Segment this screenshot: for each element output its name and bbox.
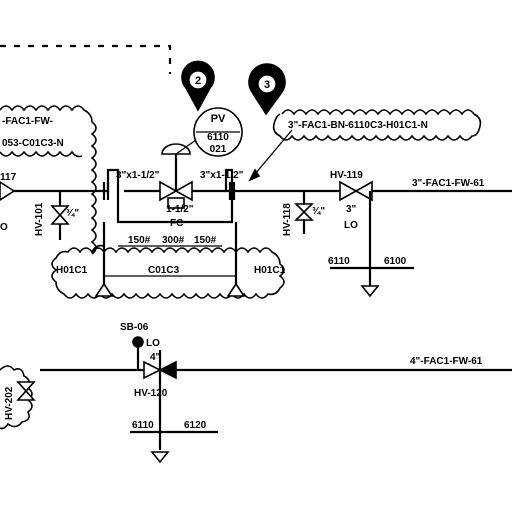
drain-valve-hv101[interactable] (50, 191, 70, 240)
spec-label-mid: C01C3 (148, 265, 180, 276)
lo-label-hv119: LO (344, 220, 358, 231)
spec-label-left: H01C1 (56, 265, 88, 276)
revision-cloud-left (0, 105, 97, 255)
node-label-6100: 6100 (384, 256, 407, 267)
line-label-top-left: -FAC1-FW- (2, 116, 53, 127)
valve-hv202[interactable] (16, 381, 36, 401)
dim-label-a: 150# (128, 235, 151, 246)
pv-sub-label: 021 (210, 144, 227, 155)
tag-label-hv101: HV-101 (34, 202, 45, 236)
revision-cloud-top-right (272, 109, 482, 141)
callout-marker-3-label: 3 (264, 79, 270, 91)
node-label-6110a: 6110 (328, 256, 350, 267)
reducer-label-right: 3"x1-1/2" (200, 170, 244, 181)
node-label-6110b: 6110 (132, 420, 154, 431)
signal-line (0, 44, 172, 74)
size-label-3: 3" (346, 204, 357, 215)
valve-hv120[interactable] (130, 336, 218, 464)
valve-size-label: 1-1/2" (166, 204, 194, 215)
callout-marker-3 (248, 63, 286, 116)
spec-label-right: H01C1 (254, 265, 286, 276)
drain-valve-hv118[interactable] (294, 191, 314, 234)
size-label-4: 4" (150, 352, 161, 363)
node-label-6120: 6120 (184, 420, 207, 431)
dim-label-b: 300# (162, 235, 185, 246)
callout-marker-2 (181, 60, 215, 112)
sb-label: SB-06 (120, 322, 149, 333)
tag-label-hv119: HV-119 (330, 170, 363, 181)
tag-label-117: 117 (0, 172, 17, 183)
line-label-top-right: 3"-FAC1-BN-6110C3-H01C1-N (288, 120, 428, 131)
tag-label-hv118: HV-118 (282, 203, 293, 236)
pv-tag-label: PV (211, 113, 226, 125)
tag-label-hv202: HV-202 (4, 386, 15, 420)
line-label-top-left-b: 053-C01C3-N (2, 138, 64, 149)
lo-label-hv120: LO (146, 338, 160, 349)
leader-arrow (248, 168, 261, 182)
drain-cone-right (226, 282, 246, 297)
valve-hv119[interactable] (330, 180, 414, 298)
valve-117[interactable] (0, 181, 16, 201)
instrument-bubble-pv[interactable] (175, 107, 243, 157)
pv-number-label: 6110 (207, 132, 229, 143)
edge-label-o: O (0, 222, 8, 233)
reducer-label-left: 3"x1-1/2" (116, 170, 160, 181)
size-label-small-118: ¾" (312, 206, 325, 217)
callout-marker-2-label: 2 (195, 75, 201, 87)
line-label-lower-right: 4"-FAC1-FW-61 (410, 356, 483, 367)
drain-cone-left (94, 282, 114, 297)
line-label-main-right: 3"-FAC1-FW-61 (412, 178, 485, 189)
control-valve-pv6110[interactable] (159, 143, 193, 209)
size-label-small-101: ¾" (66, 208, 79, 219)
control-valve-loop (102, 168, 236, 224)
revision-cloud-piping (51, 244, 285, 299)
dim-label-c: 150# (194, 235, 217, 246)
tag-label-hv120: HV-120 (134, 388, 168, 399)
fc-label: FC (170, 218, 183, 229)
